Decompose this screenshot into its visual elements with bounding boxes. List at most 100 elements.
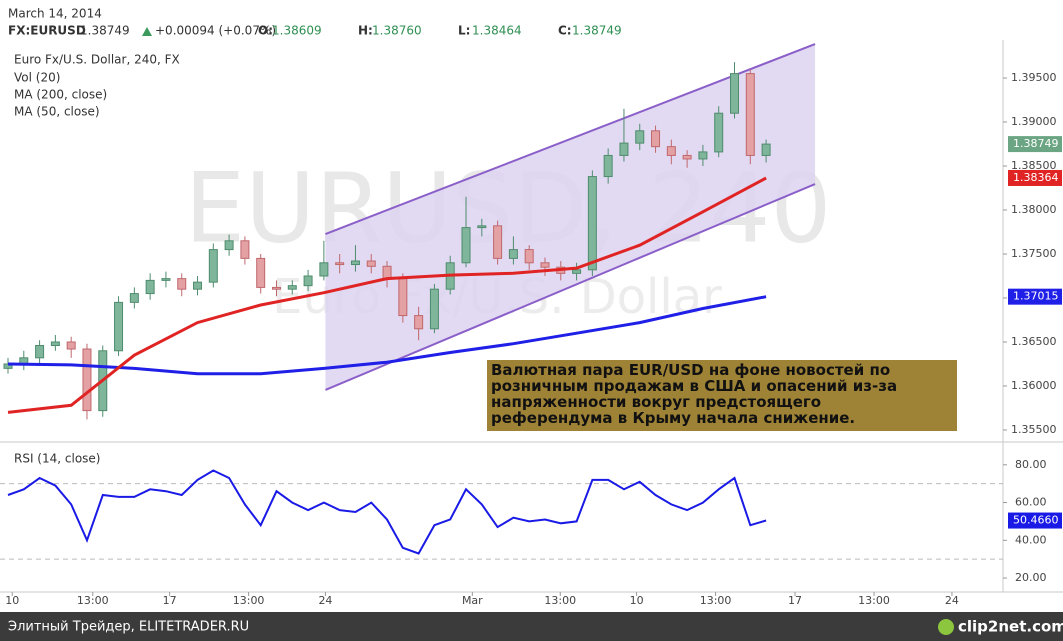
last-value-box bbox=[1008, 169, 1062, 186]
candle-body bbox=[635, 130, 645, 144]
footer-bar bbox=[0, 612, 1063, 641]
candle-body bbox=[477, 225, 487, 229]
candle-body bbox=[271, 286, 281, 290]
ohlc-key: L: bbox=[458, 24, 470, 38]
x-tick-label: 13:00 bbox=[544, 594, 576, 607]
annotation-line: Валютная пара EUR/USD на фоне новостей п… bbox=[491, 361, 891, 379]
change: +0.00094 (+0.07%) bbox=[155, 24, 276, 38]
moving-average bbox=[7, 295, 767, 376]
annotation-line: розничным продажам в США и опасений из-з… bbox=[491, 377, 898, 395]
channel-lower bbox=[325, 183, 816, 391]
annotation-line: референдума в Крыму начала снижение. bbox=[491, 409, 856, 427]
x-tick-label: 24 bbox=[945, 594, 959, 607]
candle-body bbox=[256, 257, 266, 288]
candle-body bbox=[572, 269, 582, 274]
candle-body bbox=[414, 315, 424, 330]
candle-body bbox=[714, 112, 724, 153]
ohlc-value: 1.38760 bbox=[372, 24, 422, 38]
x-tick-label: 13:00 bbox=[700, 594, 732, 607]
candle-body bbox=[114, 301, 124, 352]
rsi-tick-label: 60.00 bbox=[1015, 496, 1047, 509]
candle-body bbox=[666, 146, 676, 156]
ohlc: O: 1.38609 H: 1.38760 L: 1.38464 C: 1.38749 bbox=[258, 24, 622, 38]
last-value: 1.38749 bbox=[1013, 137, 1059, 150]
candle-body bbox=[493, 225, 503, 259]
logo[interactable]: clip2net.com bbox=[958, 618, 1063, 636]
up-arrow bbox=[142, 27, 152, 36]
candle-body bbox=[350, 260, 360, 266]
y-tick-label: 1.37500 bbox=[1011, 247, 1057, 260]
candle-body bbox=[619, 142, 629, 156]
y-tick-label: 1.35500 bbox=[1011, 423, 1057, 436]
rsi-label: RSI (14, close) bbox=[14, 452, 100, 466]
candle-body bbox=[508, 249, 518, 259]
candle-body bbox=[745, 73, 755, 156]
legend-entry: MA (200, close) bbox=[14, 88, 107, 102]
footer-source: Элитный Трейдер, ELITETRADER.RU bbox=[8, 620, 249, 635]
logo-icon bbox=[938, 619, 954, 635]
y-tick-label: 1.38000 bbox=[1011, 203, 1057, 216]
ohlc-key: C: bbox=[558, 24, 572, 38]
ohlc-key: O: bbox=[258, 24, 273, 38]
candle-body bbox=[335, 262, 345, 266]
y-tick-label: 1.39500 bbox=[1011, 71, 1057, 84]
last-value-box bbox=[1008, 136, 1062, 153]
candle-body bbox=[319, 262, 329, 277]
moving-average bbox=[7, 176, 767, 414]
y-tick-label: 1.36500 bbox=[1011, 335, 1057, 348]
volume-label: Vol (20) bbox=[14, 71, 60, 85]
x-tick-label: 13:00 bbox=[858, 594, 890, 607]
candle-body bbox=[82, 348, 92, 412]
candle-body bbox=[587, 176, 597, 271]
channel-fill bbox=[325, 44, 816, 390]
candle-body bbox=[193, 281, 203, 290]
y-tick-label: 1.39000 bbox=[1011, 115, 1057, 128]
candle-body bbox=[50, 341, 60, 346]
x-tick-label: 24 bbox=[318, 594, 332, 607]
rsi-tick-label: 20.00 bbox=[1015, 571, 1047, 584]
ohlc-key: H: bbox=[358, 24, 373, 38]
x-tick-label: Mar bbox=[462, 594, 483, 607]
candle-body bbox=[540, 262, 550, 268]
candle-body bbox=[35, 344, 45, 359]
legend-entry: MA (50, close) bbox=[14, 105, 100, 119]
candle-body bbox=[382, 265, 392, 280]
candle-body bbox=[761, 143, 771, 156]
symbol: FX:EURUSD bbox=[8, 24, 86, 38]
candle-body bbox=[524, 249, 534, 264]
x-tick-label: 13:00 bbox=[233, 594, 265, 607]
rsi-tick-label: 40.00 bbox=[1015, 533, 1047, 546]
x-tick-label: 13:00 bbox=[77, 594, 109, 607]
last-value: 1.38364 bbox=[1013, 171, 1059, 184]
x-tick-label: 10 bbox=[5, 594, 19, 607]
y-tick-label: 1.36000 bbox=[1011, 379, 1057, 392]
rsi-tick-label: 80.00 bbox=[1015, 458, 1047, 471]
candle-body bbox=[682, 154, 692, 160]
chart-title: Euro Fx/U.S. Dollar, 240, FX bbox=[14, 53, 180, 67]
last-value-box bbox=[1008, 288, 1062, 305]
rsi-line bbox=[7, 469, 767, 555]
candle-body bbox=[461, 227, 471, 264]
candle-body bbox=[161, 278, 171, 281]
last-value-box bbox=[1008, 512, 1062, 529]
candle-body bbox=[366, 260, 376, 267]
candle-body bbox=[240, 240, 250, 259]
annotation-line: напряженности вокруг предстоящего bbox=[491, 393, 822, 411]
candle-body bbox=[603, 154, 613, 178]
date: March 14, 2014 bbox=[8, 7, 102, 21]
x-tick-label: 17 bbox=[163, 594, 177, 607]
last-value: 1.37015 bbox=[1013, 290, 1059, 303]
ohlc-value: 1.38464 bbox=[472, 24, 522, 38]
candle-body bbox=[145, 279, 155, 295]
candle-body bbox=[429, 288, 439, 330]
price: 1.38749 bbox=[80, 24, 130, 38]
ohlc-value: 1.38609 bbox=[272, 24, 322, 38]
y-tick-label: 1.38500 bbox=[1011, 159, 1057, 172]
candle-body bbox=[303, 275, 313, 287]
candle-body bbox=[177, 278, 187, 290]
annotation: Валютная пара EUR/USD на фоне новостей п… bbox=[487, 360, 957, 431]
candle-body bbox=[208, 249, 218, 283]
